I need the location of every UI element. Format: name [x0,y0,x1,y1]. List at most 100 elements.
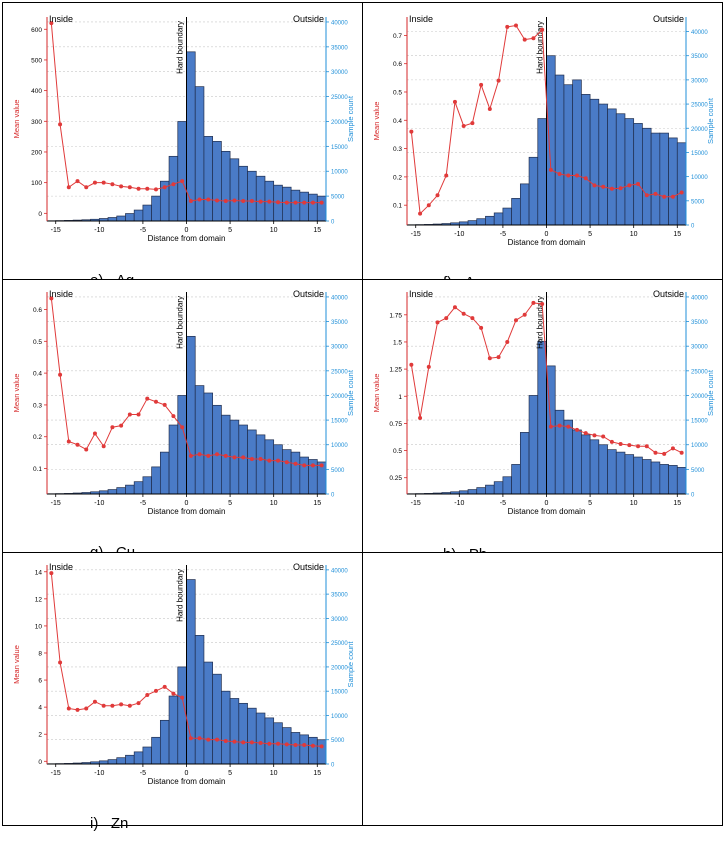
x-tick-label: -10 [454,500,464,507]
x-tick-label: 0 [545,500,549,507]
x-axis-title: Distance from domain [508,507,586,516]
histogram-bar [178,667,187,764]
histogram-bar [221,151,230,221]
mean-value-point [653,451,657,455]
mean-value-point [444,173,448,177]
mean-value-point [575,428,579,432]
mean-value-point [488,356,492,360]
mean-value-point [418,416,422,420]
mean-value-point [302,463,306,467]
histogram-bar [573,80,582,225]
mean-value-point [462,312,466,316]
inside-label: Inside [409,14,433,24]
histogram-bar [608,450,617,494]
y-tick-label-right: 0 [331,763,335,769]
mean-value-point [189,454,193,458]
mean-value-point [137,412,141,416]
x-axis-title: Distance from domain [148,777,226,786]
mean-value-point [241,740,245,744]
x-tick-label: 10 [630,231,638,238]
y-tick-label-right: 5000 [331,195,345,201]
mean-value-point [93,432,97,436]
histogram-bar [300,192,309,221]
mean-value-point [250,457,254,461]
mean-value-point [566,425,570,429]
y-tick-label-left: 200 [31,149,42,156]
mean-value-point [198,198,202,202]
inside-label: Inside [49,562,73,572]
mean-value-point [320,201,324,205]
histogram-bar [178,121,187,221]
histogram-bar [309,194,318,221]
x-tick-label: -15 [411,500,421,507]
histogram-bar [117,758,126,764]
mean-value-point [523,38,527,42]
mean-value-point [128,704,132,708]
histogram-bar [108,760,117,764]
mean-value-point [409,130,413,134]
histogram-bar [178,395,187,494]
histogram-bar [642,460,651,494]
mean-value-point [436,193,440,197]
mean-value-point [610,187,614,191]
histogram-bar [485,485,494,494]
histogram-bar [651,462,660,494]
x-tick-label: 5 [228,500,232,507]
y-tick-label-right: 5000 [331,738,345,744]
mean-value-point [558,172,562,176]
histogram-bar [485,216,494,225]
y-tick-label-right: 40000 [691,295,708,301]
y-tick-label-left: 1.75 [389,312,402,319]
histogram-bar [669,465,678,494]
mean-value-point [311,201,315,205]
y-tick-label-right: 35000 [331,45,348,51]
histogram-bar [625,119,634,225]
histogram-bar [468,221,477,225]
mean-value-point [293,201,297,205]
histogram-bar [256,435,265,494]
y-tick-label-left: 0.7 [393,33,402,40]
mean-value-point [206,198,210,202]
mean-value-point [232,740,236,744]
y-tick-label-left: 6 [38,678,42,685]
mean-value-point [514,23,518,27]
mean-value-point [601,434,605,438]
y-axis-left-title: Mean value [12,100,21,139]
y-axis-right-title: Sample count [706,97,715,144]
y-tick-label-left: 100 [31,180,42,187]
histogram-bar [125,755,134,764]
mean-value-point [67,440,71,444]
x-tick-label: 10 [270,770,278,777]
histogram-bar [291,190,300,221]
x-tick-label: 5 [588,231,592,238]
mean-value-point [293,743,297,747]
mean-value-point [163,685,167,689]
mean-value-point [215,452,219,456]
histogram-bar [108,218,117,221]
histogram-bar [265,718,274,764]
y-tick-label-right: 35000 [331,320,348,326]
mean-value-point [259,457,263,461]
histogram-bar [564,85,573,225]
histogram-bar [204,393,213,494]
histogram-bar [187,336,196,494]
mean-value-point [76,179,80,183]
y-tick-label-right: 30000 [331,70,348,76]
mean-value-point [145,187,149,191]
y-tick-label-right: 40000 [331,568,348,574]
y-tick-label-left: 500 [31,57,42,64]
x-tick-label: -10 [94,770,104,777]
y-axis-right-title: Sample count [346,641,355,688]
mean-value-point [102,704,106,708]
histogram-bar [117,216,126,221]
histogram-bar [291,732,300,764]
x-tick-label: 5 [588,500,592,507]
y-tick-label-left: 1.5 [393,339,402,346]
mean-value-point [145,397,149,401]
mean-value-point [145,693,149,697]
mean-value-point [311,744,315,748]
histogram-bar [213,674,222,764]
